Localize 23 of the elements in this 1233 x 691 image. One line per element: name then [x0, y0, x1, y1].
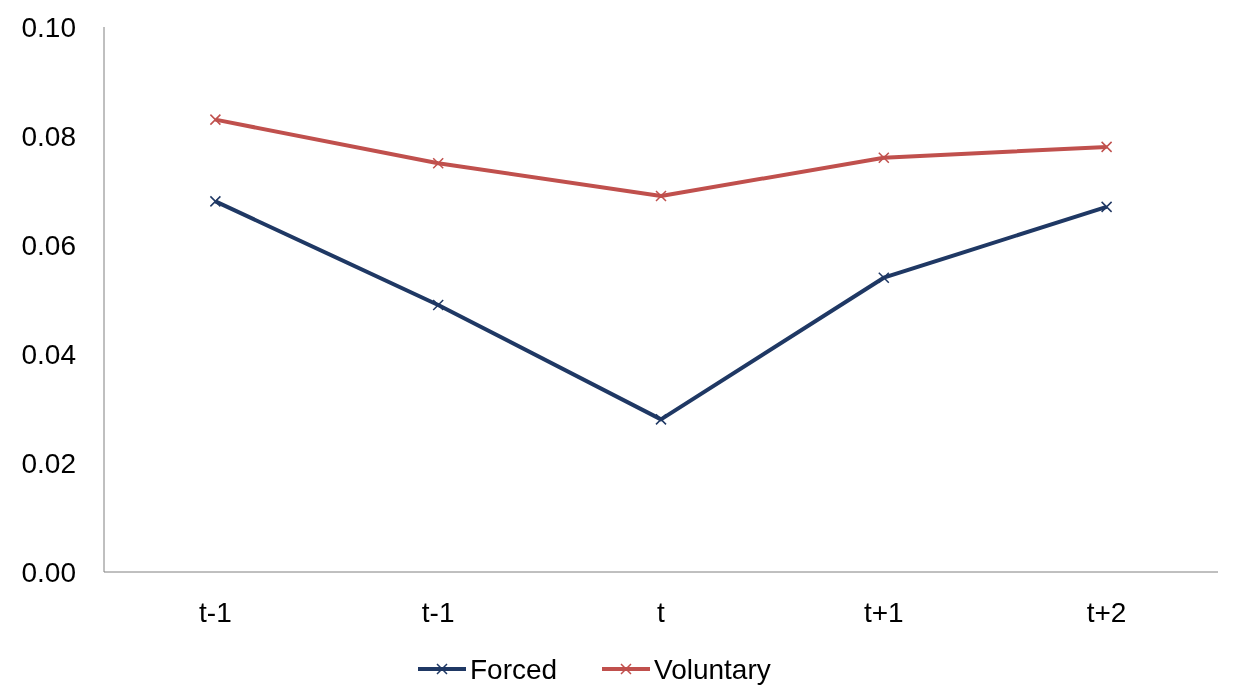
point	[209, 113, 222, 126]
point	[1100, 201, 1113, 213]
x-tick-label: t	[657, 597, 666, 628]
point	[655, 413, 667, 426]
y-tick-label: 0.08	[21, 120, 76, 152]
point	[878, 271, 890, 284]
legend-label: Voluntary	[654, 653, 771, 685]
x-tick-label: t-1	[199, 597, 232, 628]
point	[209, 195, 222, 208]
point	[432, 157, 444, 169]
point	[655, 190, 667, 202]
y-tick-label: 0.02	[21, 447, 76, 479]
y-tick-label: 0.04	[21, 338, 76, 370]
x-tick-label: t-1	[421, 597, 455, 628]
legend-label: Forced	[470, 653, 558, 685]
y-tick-label: 0.06	[21, 229, 76, 261]
x-tick-label: t+1	[863, 597, 904, 628]
y-tick-label: 0.10	[21, 11, 76, 43]
x-tick-label: t+2	[1086, 597, 1127, 628]
y-tick-label: 0.00	[21, 556, 76, 588]
point	[1100, 141, 1113, 153]
point	[878, 152, 890, 164]
point	[432, 299, 444, 311]
